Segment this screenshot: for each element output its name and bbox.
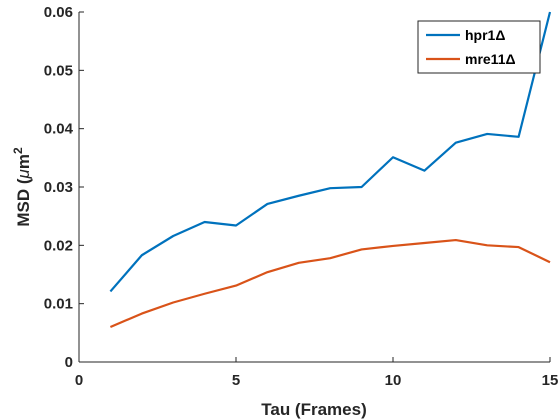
series-line-0 <box>109 11 552 293</box>
x-axis-title: Tau (Frames) <box>261 400 367 419</box>
y-tick-label: 0.05 <box>44 62 73 79</box>
ticks-layer: 0 5 10 15 0 0.01 0.02 0.03 0.04 0.05 0.06 <box>44 4 559 389</box>
y-axis-title-main: MSD ( <box>14 178 33 227</box>
y-tick-label: 0.04 <box>44 121 74 138</box>
x-tick-label: 10 <box>385 372 402 389</box>
legend-label-hpr1: hpr1Δ <box>465 27 505 43</box>
y-tick-label: 0.02 <box>44 237 73 254</box>
legend-box <box>417 20 541 74</box>
series-line-1 <box>109 238 551 329</box>
x-tick-label: 5 <box>232 372 240 389</box>
y-tick-label: 0.06 <box>44 4 73 21</box>
legend: hpr1Δ mre11Δ <box>417 20 541 74</box>
y-tick-label: 0.03 <box>44 179 73 196</box>
x-tick-label: 15 <box>542 372 559 389</box>
series-layer <box>109 11 552 329</box>
y-axis-title-mu: μ <box>14 168 33 179</box>
y-axis-title-unit: m <box>14 154 33 169</box>
y-axis-title: MSD (μm2 <box>11 147 33 227</box>
y-tick-label: 0.01 <box>44 296 73 313</box>
legend-label-mre11: mre11Δ <box>465 51 516 67</box>
x-tick-label: 0 <box>75 372 83 389</box>
y-tick-label: 0 <box>65 354 73 371</box>
y-axis-title-exponent: 2 <box>11 147 25 154</box>
